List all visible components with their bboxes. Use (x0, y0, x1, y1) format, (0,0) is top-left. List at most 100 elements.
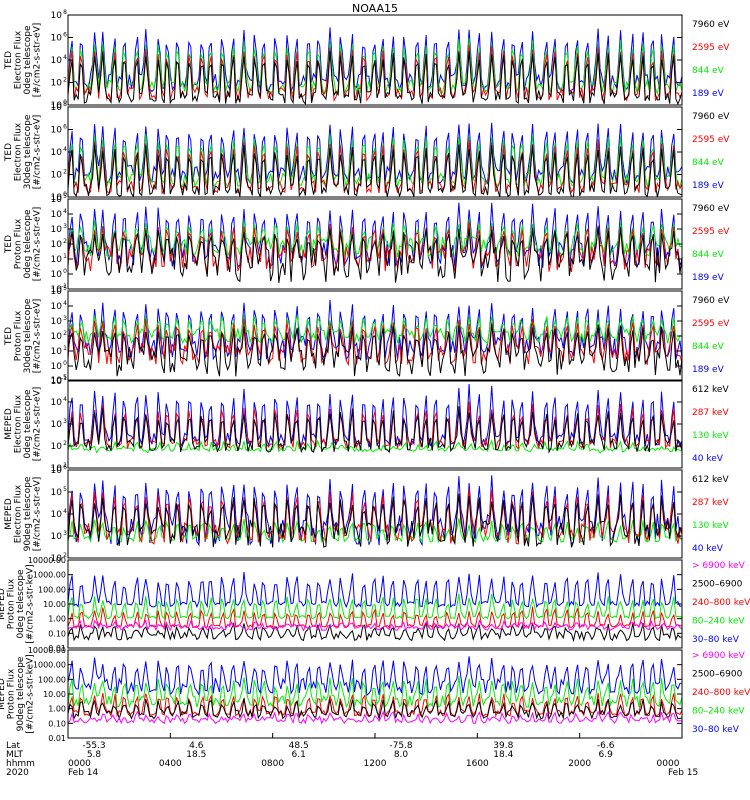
y-axis-label-line: Proton Flux (7, 578, 17, 629)
y-tick-label: 10 (51, 362, 63, 372)
y-tick-exponent: 6 (63, 32, 67, 39)
series-line-black (68, 144, 682, 197)
y-tick-label: 10 (51, 442, 63, 452)
panel-7: 0.01 0.10 1.00 10.00 100.00 1000.00 10000.00 ME… (0, 556, 750, 653)
x-row-label: 2020 (6, 768, 29, 778)
series-line-black (68, 50, 682, 105)
legend-entry: 189 eV (692, 365, 725, 375)
y-tick-label: 10 (51, 466, 63, 476)
plot-title: NOAA15 (352, 2, 398, 15)
y-tick-label: 10 (51, 270, 63, 280)
x-row-label: MLT (6, 750, 24, 760)
y-tick-label: 10 (51, 332, 63, 342)
y-tick-label: 10 (51, 34, 63, 44)
y-tick-label: 10 (51, 225, 63, 235)
x-time-label: 0800 (261, 759, 284, 769)
y-tick-exponent: 0 (63, 268, 67, 275)
y-tick-exponent: 8 (63, 9, 67, 16)
x-lat-value: -55.3 (82, 741, 105, 751)
y-tick-label: 10 (51, 79, 63, 89)
series-line-black (68, 323, 682, 377)
y-tick-label: 100.00 (38, 585, 66, 594)
legend-entry: 30–80 keV (692, 635, 740, 645)
y-axis-label-line: Electron Flux (14, 30, 24, 89)
y-tick-exponent: 3 (63, 418, 67, 425)
y-tick-exponent: 6 (63, 464, 67, 471)
x-mlt-value: 18.5 (186, 750, 206, 760)
y-axis-label-line: TED (4, 235, 14, 254)
y-axis-label-line: [#/cm2-s-str-eV] (33, 23, 43, 98)
y-tick-label: 10 (51, 240, 63, 250)
legend-entry: 80–240 keV (692, 707, 745, 717)
x-lat-value: -6.6 (597, 741, 615, 751)
y-tick-exponent: 5 (63, 193, 67, 200)
y-axis-label-line: 90deg telescope (16, 656, 26, 731)
y-tick-exponent: 4 (63, 146, 67, 153)
x-row-label: hhmm (6, 759, 35, 769)
y-tick-label: 1000.00 (33, 661, 66, 670)
y-tick-exponent: 3 (63, 223, 67, 230)
x-time-label: 0400 (159, 759, 182, 769)
legend-entry: 2595 eV (692, 43, 730, 53)
panel-8: 0.01 0.10 1.00 10.00 100.00 1000.00 10000.00 ME… (0, 646, 750, 743)
y-axis-label-line: MEPED (0, 678, 7, 710)
y-tick-label: 10 (51, 148, 63, 158)
y-tick-exponent: 2 (63, 169, 67, 176)
y-axis-label-line: TED (4, 327, 14, 346)
x-lat-value: 39.8 (493, 741, 513, 751)
y-tick-label: 10 (51, 171, 63, 181)
y-tick-exponent: 1 (63, 345, 67, 352)
x-time-label: 0000 (657, 759, 680, 769)
y-tick-exponent: 5 (63, 285, 67, 292)
x-lat-value: 48.5 (289, 741, 309, 751)
legend-entry: 612 keV (692, 385, 729, 395)
y-tick-exponent: 4 (63, 54, 67, 61)
x-time-label: 0000 (68, 759, 91, 769)
y-tick-label: 1.00 (48, 705, 66, 714)
x-lat-value: 4.6 (189, 741, 204, 751)
x-mlt-value: 18.4 (493, 750, 513, 760)
y-axis-label-line: Electron Flux (14, 122, 24, 181)
y-tick-label: 10 (51, 195, 63, 205)
y-tick-label: 10 (51, 347, 63, 357)
legend-entry: > 6900 keV (692, 561, 746, 571)
x-time-label: 2000 (568, 759, 591, 769)
x-time-label: 1600 (466, 759, 489, 769)
x-lat-value: -75.8 (389, 741, 413, 751)
legend-entry: > 6900 keV (692, 651, 746, 661)
y-axis-label-line: Proton Flux (7, 668, 17, 719)
y-tick-exponent: 4 (63, 300, 67, 307)
panel-5-data (68, 383, 682, 454)
y-tick-exponent: 3 (63, 530, 67, 537)
y-tick-label: 10 (51, 193, 63, 203)
y-tick-label: 10 (51, 488, 63, 498)
y-axis-label-line: TED (4, 51, 14, 70)
y-tick-label: 10 (51, 317, 63, 327)
series-line-magenta (68, 619, 682, 632)
y-axis-label-line: MEPED (0, 588, 7, 620)
y-tick-exponent: 2 (63, 552, 67, 559)
y-axis-label-line: [#/cm2-s-str-eV] (33, 477, 43, 552)
legend-entry: 7960 eV (692, 296, 730, 306)
legend-entry: 240–800 keV (692, 688, 750, 698)
y-tick-exponent: 1 (63, 462, 67, 469)
y-tick-exponent: 4 (63, 508, 67, 515)
panel-8-data (68, 656, 682, 725)
legend-entry: 40 keV (692, 454, 724, 464)
y-tick-label: 10 (51, 56, 63, 66)
legend-entry: 2595 eV (692, 319, 730, 329)
legend-entry: 844 eV (692, 342, 725, 352)
y-tick-label: 0.01 (48, 734, 66, 743)
series-line-blue (68, 571, 682, 609)
x-mlt-value: 6.1 (292, 750, 306, 760)
y-tick-label: 10 (51, 510, 63, 520)
legend-entry: 189 eV (692, 89, 725, 99)
y-axis-label-line: [#/cm2-s-str-eV] (33, 387, 43, 462)
y-axis-label-line: 0deg telescope (23, 25, 33, 95)
legend-entry: 30–80 keV (692, 725, 740, 735)
series-line-red (68, 221, 682, 273)
